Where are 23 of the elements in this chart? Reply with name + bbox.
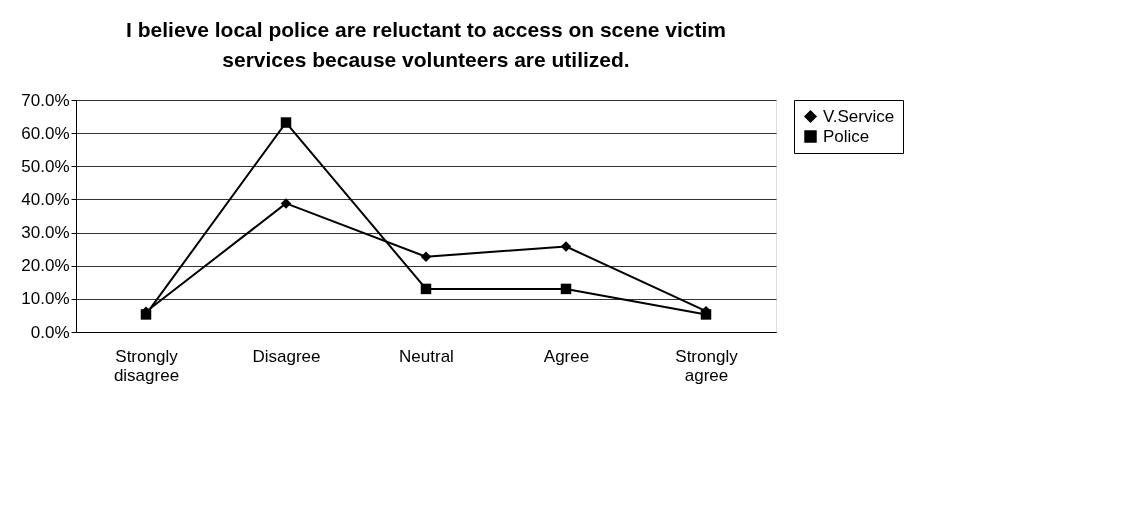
y-tick-label: 50.0% (21, 156, 70, 176)
chart-title: I believe local police are reluctant to access on scene victim services because volunteers are utilized. (126, 18, 726, 71)
point (280, 198, 292, 209)
legend-label: V.Service (823, 106, 895, 126)
point (420, 251, 432, 263)
x-tick-label: Disagree (252, 346, 321, 366)
point (420, 283, 432, 295)
point (280, 117, 292, 128)
y-tick-label: 0.0% (30, 322, 70, 342)
point (560, 283, 572, 295)
y-tick-label: 30.0% (21, 223, 70, 243)
point (560, 241, 572, 252)
x-tick-label: Strongly disagree (113, 346, 180, 385)
y-tick-label: 40.0% (21, 189, 70, 209)
y-tick-label: 10.0% (21, 289, 70, 309)
x-tick-label: Neutral (399, 346, 454, 366)
point (700, 309, 712, 320)
x-tick-label: Strongly agree (675, 346, 739, 385)
y-tick-label: 60.0% (21, 123, 70, 143)
y-tick-label: 70.0% (21, 90, 70, 110)
legend-label: Police (823, 126, 870, 146)
y-tick-label: 20.0% (21, 256, 70, 276)
x-tick-label: Agree (543, 346, 590, 366)
